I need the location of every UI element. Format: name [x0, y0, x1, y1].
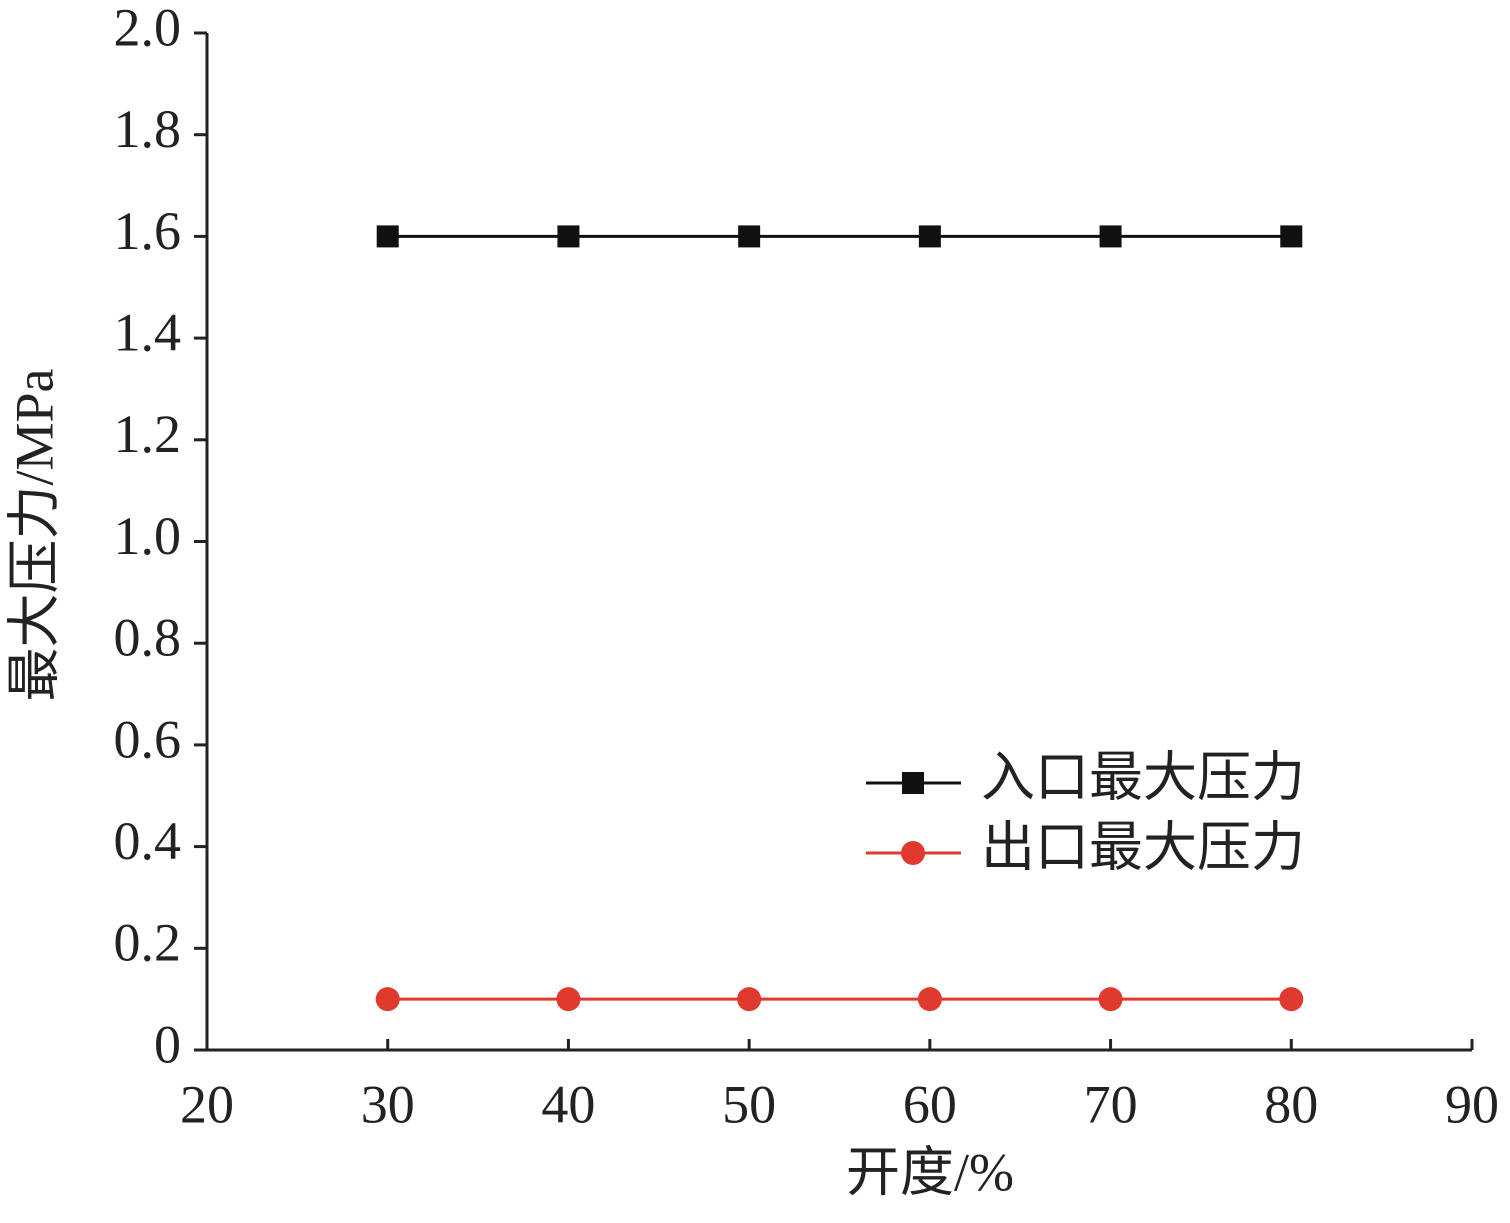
x-tick-label: 60 [903, 1074, 957, 1134]
data-point [556, 987, 581, 1012]
x-tick-label: 50 [722, 1074, 776, 1134]
y-tick-label: 2.0 [114, 0, 182, 57]
x-tick-label: 30 [361, 1074, 415, 1134]
y-tick-label: 0 [154, 1014, 181, 1074]
legend-marker [901, 841, 925, 865]
data-point [376, 225, 399, 248]
y-tick-label: 0.4 [114, 811, 182, 871]
x-tick-label: 40 [541, 1074, 595, 1134]
x-tick-label: 90 [1445, 1074, 1499, 1134]
data-point [1099, 225, 1122, 248]
x-tick-label: 20 [180, 1074, 234, 1134]
legend-label: 入口最大压力 [981, 747, 1305, 807]
y-axis-label: 最大压力/MPa [4, 368, 64, 701]
y-tick-label: 1.6 [114, 201, 182, 261]
x-tick-label: 80 [1264, 1074, 1318, 1134]
y-tick-label: 1.0 [114, 506, 182, 566]
data-point [557, 225, 580, 248]
x-axis-label: 开度/% [846, 1142, 1014, 1202]
data-point [1098, 987, 1123, 1012]
data-point [738, 225, 761, 248]
legend-label: 出口最大压力 [981, 817, 1305, 877]
legend-marker [902, 772, 924, 794]
x-tick-label: 70 [1084, 1074, 1138, 1134]
y-tick-label: 0.2 [114, 913, 182, 973]
data-point [1279, 987, 1304, 1012]
data-point [1280, 225, 1303, 248]
data-point [918, 225, 941, 248]
data-point [917, 987, 942, 1012]
data-point [375, 987, 400, 1012]
y-tick-label: 0.6 [114, 709, 182, 769]
y-tick-label: 1.2 [114, 404, 182, 464]
axes [205, 33, 1472, 1052]
y-tick-label: 1.4 [114, 302, 182, 362]
y-tick-label: 0.8 [114, 608, 182, 668]
y-tick-label: 1.8 [114, 99, 182, 159]
data-point [737, 987, 762, 1012]
